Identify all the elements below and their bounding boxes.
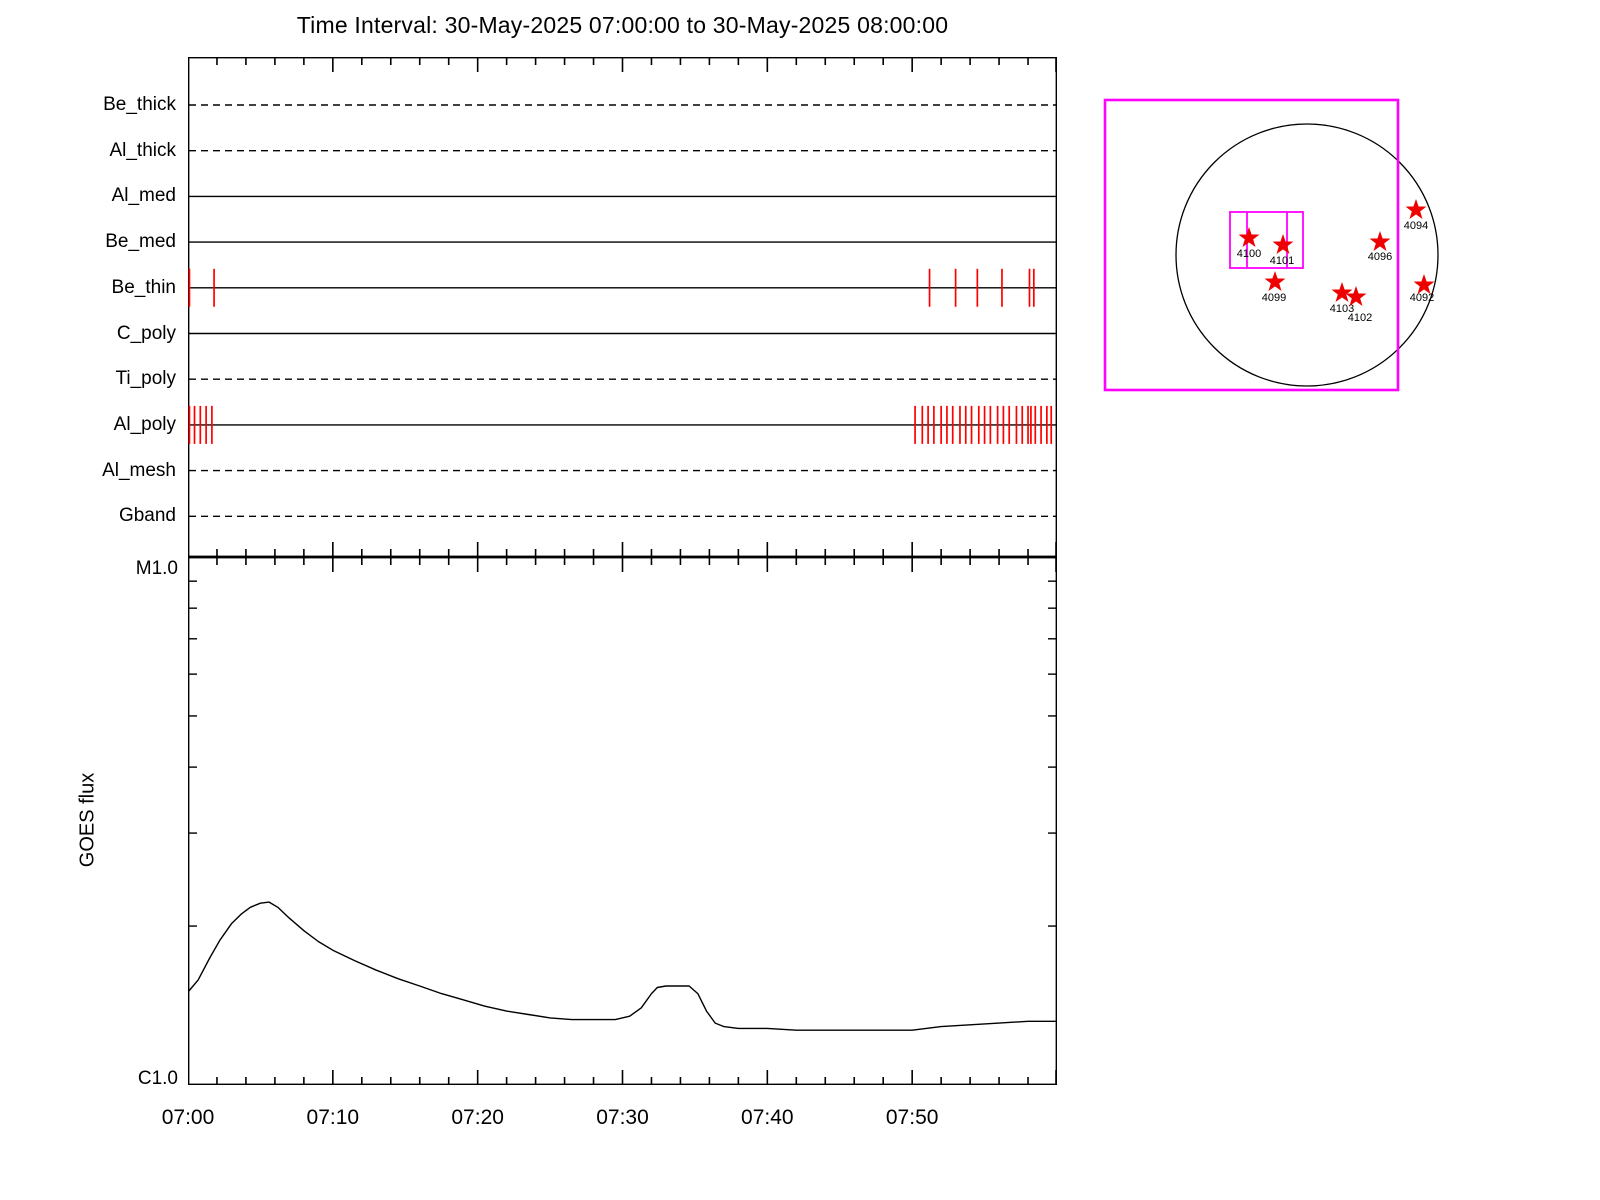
x-axis-label-07:30: 07:30: [596, 1106, 649, 1129]
filter-label-Be_med: Be_med: [105, 231, 176, 253]
goes-y-axis-top-label: M1.0: [135, 558, 178, 579]
goes-panel-border: [188, 557, 1057, 1085]
inset-outer-box: [1103, 98, 1400, 392]
active-region-label-4094: 4094: [1404, 220, 1428, 232]
filter-label-Gband: Gband: [118, 505, 176, 527]
filter-label-Be_thin: Be_thin: [111, 276, 176, 298]
goes-y-axis-bottom-label: C1.0: [137, 1068, 178, 1089]
active-region-star-4094: [1405, 198, 1427, 219]
filter-timeline-panel: [188, 57, 1057, 557]
x-axis-label-07:00: 07:00: [161, 1106, 215, 1129]
goes-y-axis-title: GOES flux: [76, 772, 99, 868]
active-region-label-4103: 4103: [1330, 303, 1354, 315]
filter-label-C_poly: C_poly: [116, 322, 176, 344]
active-region-star-4103: [1331, 281, 1353, 302]
x-axis-label-07:40: 07:40: [741, 1106, 794, 1129]
active-region-star-4092: [1413, 273, 1435, 294]
active-region-star-4100: [1238, 226, 1260, 247]
filter-label-Al_med: Al_med: [111, 185, 176, 207]
x-axis-label-07:20: 07:20: [451, 1106, 504, 1129]
filter-timeline-chart: [188, 57, 1057, 557]
solar-disk: [1175, 123, 1439, 387]
active-region-star-4101: [1272, 233, 1294, 254]
filter-label-Ti_poly: Ti_poly: [115, 368, 176, 390]
active-region-label-4092: 4092: [1410, 292, 1434, 304]
filter-label-Al_poly: Al_poly: [113, 413, 176, 435]
goes-flux-curve: [188, 901, 1057, 1031]
filter-panel-border: [188, 57, 1057, 557]
active-region-label-4096: 4096: [1368, 251, 1392, 263]
active-region-star-4102: [1345, 285, 1367, 306]
goes-flux-panel: [188, 557, 1057, 1085]
x-axis-label-07:50: 07:50: [885, 1106, 939, 1129]
active-region-label-4100: 4100: [1237, 248, 1261, 260]
active-region-star-4096: [1369, 230, 1391, 251]
filter-label-Al_thick: Al_thick: [109, 139, 176, 161]
active-region-label-4101: 4101: [1270, 255, 1294, 267]
goes-flux-chart: [188, 557, 1057, 1085]
filter-label-Al_mesh: Al_mesh: [102, 459, 176, 481]
fov-box: [1229, 211, 1304, 269]
filter-label-column: Be_thick Al_thick Al_med Be_med Be_thin C_pol…: [0, 0, 182, 1200]
active-region-label-4099: 4099: [1262, 292, 1286, 304]
active-region-label-4102: 4102: [1348, 312, 1372, 324]
active-region-star-4099: [1264, 270, 1286, 291]
x-axis-label-07:10: 07:10: [306, 1106, 360, 1129]
filter-label-Be_thick: Be_thick: [103, 94, 176, 115]
page-title: Time Interval: 30-May-2025 07:00:00 to 3…: [296, 12, 949, 38]
